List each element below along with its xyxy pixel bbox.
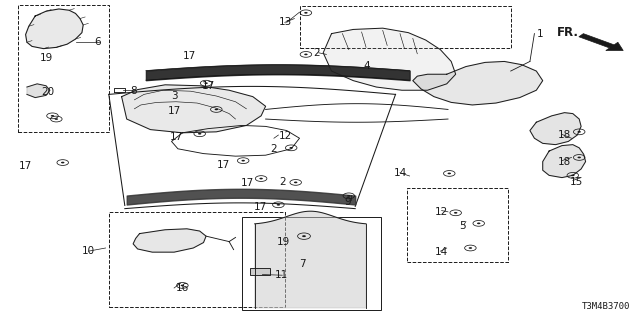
Circle shape: [477, 222, 481, 224]
Circle shape: [214, 108, 218, 110]
FancyArrow shape: [579, 34, 623, 51]
Text: 14: 14: [435, 247, 449, 257]
Bar: [300, 6, 511, 48]
Text: 1: 1: [536, 28, 543, 39]
Circle shape: [454, 212, 458, 214]
Text: 17: 17: [202, 81, 215, 92]
Text: 13: 13: [279, 17, 292, 28]
Polygon shape: [530, 113, 581, 145]
Text: 17: 17: [19, 161, 33, 171]
Text: 17: 17: [183, 51, 196, 61]
Polygon shape: [26, 9, 83, 49]
Circle shape: [468, 247, 472, 249]
Bar: [407, 188, 508, 262]
Text: 12: 12: [278, 131, 292, 141]
Text: 11: 11: [275, 270, 289, 280]
Circle shape: [259, 178, 263, 180]
Text: 3: 3: [172, 91, 178, 101]
Text: 12: 12: [435, 207, 449, 217]
Text: 19: 19: [277, 236, 291, 247]
Circle shape: [54, 118, 58, 120]
Circle shape: [304, 12, 308, 14]
Circle shape: [304, 53, 308, 55]
Text: 6: 6: [95, 36, 101, 47]
Text: FR.: FR.: [557, 26, 579, 38]
Circle shape: [51, 115, 54, 117]
Circle shape: [289, 147, 293, 149]
Circle shape: [447, 172, 451, 174]
Text: 19: 19: [40, 52, 53, 63]
Text: 17: 17: [168, 106, 181, 116]
Bar: [109, 212, 285, 307]
Circle shape: [241, 160, 245, 162]
Circle shape: [347, 195, 351, 197]
Circle shape: [577, 131, 581, 133]
Text: T3M4B3700: T3M4B3700: [582, 302, 630, 311]
Text: 17: 17: [170, 132, 183, 142]
Circle shape: [302, 235, 306, 237]
Bar: [242, 217, 381, 310]
Text: 9: 9: [344, 196, 351, 207]
Circle shape: [61, 162, 65, 164]
Text: 7: 7: [300, 259, 306, 269]
Circle shape: [276, 204, 280, 206]
Text: 14: 14: [394, 168, 407, 179]
Text: 2: 2: [279, 177, 285, 188]
Circle shape: [294, 181, 298, 183]
Text: 2: 2: [314, 48, 320, 58]
Text: 17: 17: [253, 202, 267, 212]
Text: 17: 17: [216, 160, 230, 170]
Text: 18: 18: [558, 130, 572, 140]
Polygon shape: [413, 61, 543, 105]
Polygon shape: [323, 28, 456, 90]
Text: 15: 15: [570, 177, 583, 187]
Text: 10: 10: [82, 246, 95, 256]
Text: 4: 4: [364, 60, 370, 71]
Text: 18: 18: [558, 156, 572, 167]
Circle shape: [204, 82, 208, 84]
Circle shape: [198, 133, 202, 135]
Polygon shape: [255, 211, 366, 308]
Text: 8: 8: [130, 86, 136, 96]
Text: 16: 16: [176, 283, 189, 293]
Text: 17: 17: [241, 178, 254, 188]
Polygon shape: [122, 85, 266, 133]
Polygon shape: [543, 145, 586, 178]
Polygon shape: [27, 84, 50, 98]
Circle shape: [571, 174, 575, 176]
Bar: [18, 5, 109, 132]
Circle shape: [180, 284, 184, 286]
Text: 5: 5: [460, 220, 466, 231]
Text: 2: 2: [271, 144, 277, 154]
Circle shape: [577, 156, 581, 158]
Polygon shape: [133, 229, 206, 252]
Text: 20: 20: [42, 87, 55, 97]
Bar: [250, 268, 270, 275]
